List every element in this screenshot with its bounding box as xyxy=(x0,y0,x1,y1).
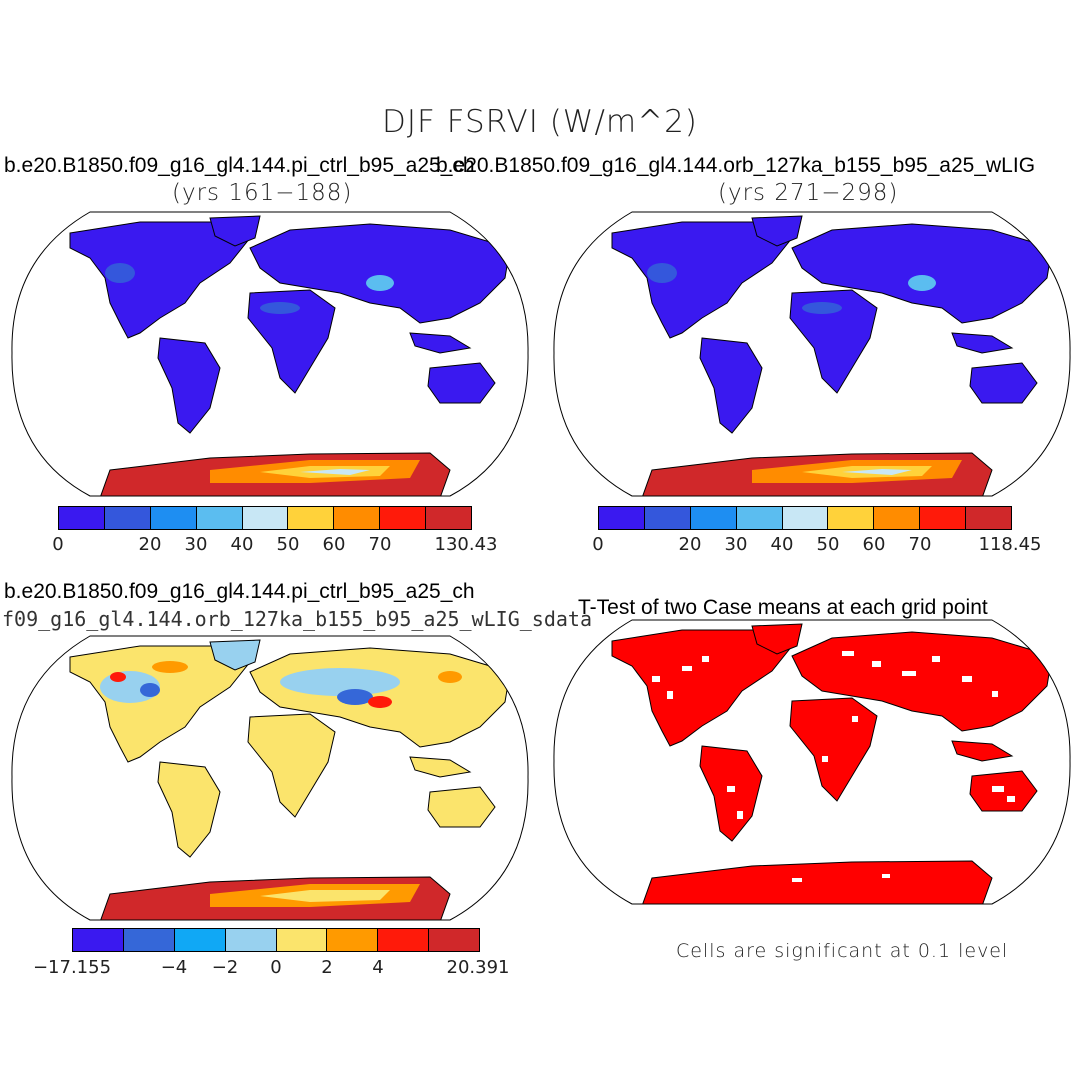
colorbar-swatch xyxy=(242,507,289,529)
colorbar-tick-label: 30 xyxy=(184,534,208,555)
continent-south-america xyxy=(699,337,763,434)
panel-case1-title: b.e20.B1850.f09_g16_gl4.144.pi_ctrl_b95_… xyxy=(4,154,475,177)
colorbar-swatch xyxy=(380,507,427,529)
colorbar-tick-label: 20 xyxy=(678,534,702,555)
colorbar-tick-label: 4 xyxy=(372,957,384,978)
continent-islands xyxy=(951,740,1014,762)
panel-case2-colorbar xyxy=(598,506,1012,530)
colorbar-tick-label: 50 xyxy=(816,534,840,555)
panel-case1-years: (yrs 161−188) xyxy=(172,180,353,206)
continent-greenland xyxy=(751,623,803,655)
colorbar-tick-label: 70 xyxy=(908,534,932,555)
continent-islands xyxy=(409,332,472,354)
continent-africa xyxy=(247,289,336,394)
colorbar-swatch xyxy=(920,507,967,529)
colorbar-swatch xyxy=(327,929,379,951)
colorbar-tick-label: 0 xyxy=(52,534,64,555)
continent-south-america xyxy=(699,745,763,842)
colorbar-swatch xyxy=(73,929,124,951)
colorbar-tick-label: 40 xyxy=(770,534,794,555)
colorbar-tick-label: 20.391 xyxy=(446,957,510,978)
colorbar-swatch xyxy=(334,507,381,529)
colorbar-swatch xyxy=(644,507,691,529)
continent-australia xyxy=(969,362,1038,404)
continent-islands xyxy=(409,756,472,778)
colorbar-tick-label: 60 xyxy=(322,534,346,555)
colorbar-swatch xyxy=(276,929,328,951)
colorbar-swatch xyxy=(150,507,197,529)
continent-africa xyxy=(789,697,878,802)
colorbar-swatch xyxy=(690,507,737,529)
colorbar-tick-label: 20 xyxy=(138,534,162,555)
panel-case2-map xyxy=(553,211,1071,497)
colorbar-swatch xyxy=(196,507,243,529)
colorbar-swatch xyxy=(288,507,335,529)
colorbar-swatch xyxy=(123,929,175,951)
colorbar-swatch xyxy=(378,929,430,951)
continent-eurasia xyxy=(249,223,511,324)
continent-antarctica xyxy=(641,860,993,904)
colorbar-swatch xyxy=(225,929,277,951)
colorbar-swatch xyxy=(174,929,226,951)
continent-south-america xyxy=(157,337,221,434)
continent-south-america xyxy=(157,761,221,858)
colorbar-swatch xyxy=(874,507,921,529)
colorbar-tick-label: 0 xyxy=(270,957,282,978)
panel-case1-map xyxy=(11,211,529,497)
panel-ttest-note: Cells are significant at 0.1 level xyxy=(676,940,1009,962)
colorbar-tick-label: 40 xyxy=(230,534,254,555)
panel-ttest-title: T-Test of two Case means at each grid po… xyxy=(578,596,988,619)
continent-africa xyxy=(247,713,336,818)
colorbar-swatch xyxy=(782,507,829,529)
colorbar-swatch xyxy=(599,507,645,529)
colorbar-tick-label: −17.155 xyxy=(32,957,112,978)
panel-case2-years: (yrs 271−298) xyxy=(718,180,899,206)
panel-difference-title: b.e20.B1850.f09_g16_gl4.144.pi_ctrl_b95_… xyxy=(4,580,475,603)
continent-eurasia xyxy=(791,223,1053,324)
colorbar-tick-label: −4 xyxy=(160,957,188,978)
colorbar-tick-label: 130.43 xyxy=(434,534,498,555)
colorbar-swatch xyxy=(966,507,1012,529)
panel-difference-colorbar xyxy=(72,928,480,952)
continent-eurasia xyxy=(791,631,1053,732)
colorbar-tick-label: 118.45 xyxy=(978,534,1042,555)
colorbar-swatch xyxy=(429,929,479,951)
colorbar-tick-label: 50 xyxy=(276,534,300,555)
continent-islands xyxy=(951,332,1014,354)
colorbar-tick-label: −2 xyxy=(211,957,239,978)
panel-case1-colorbar xyxy=(58,506,472,530)
continent-greenland xyxy=(209,215,261,247)
panel-case2-title: b.e20.B1850.f09_g16_gl4.144.orb_127ka_b1… xyxy=(436,154,1036,177)
colorbar-swatch xyxy=(426,507,472,529)
continent-greenland xyxy=(209,639,261,671)
page-title: DJF FSRVI (W/m^2) xyxy=(382,104,698,140)
colorbar-tick-label: 30 xyxy=(724,534,748,555)
continent-africa xyxy=(789,289,878,394)
colorbar-swatch xyxy=(736,507,783,529)
panel-difference-subtitle: f09_g16_gl4.144.orb_127ka_b155_b95_a25_w… xyxy=(2,607,593,631)
colorbar-tick-label: 2 xyxy=(321,957,333,978)
panel-difference-map xyxy=(11,635,529,921)
colorbar-tick-label: 70 xyxy=(368,534,392,555)
continent-greenland xyxy=(751,215,803,247)
colorbar-swatch xyxy=(59,507,105,529)
continent-australia xyxy=(427,362,496,404)
colorbar-tick-label: 60 xyxy=(862,534,886,555)
panel-ttest-map xyxy=(553,619,1071,905)
continent-australia xyxy=(427,786,496,828)
colorbar-swatch xyxy=(828,507,875,529)
colorbar-tick-label: 0 xyxy=(592,534,604,555)
colorbar-swatch xyxy=(104,507,151,529)
